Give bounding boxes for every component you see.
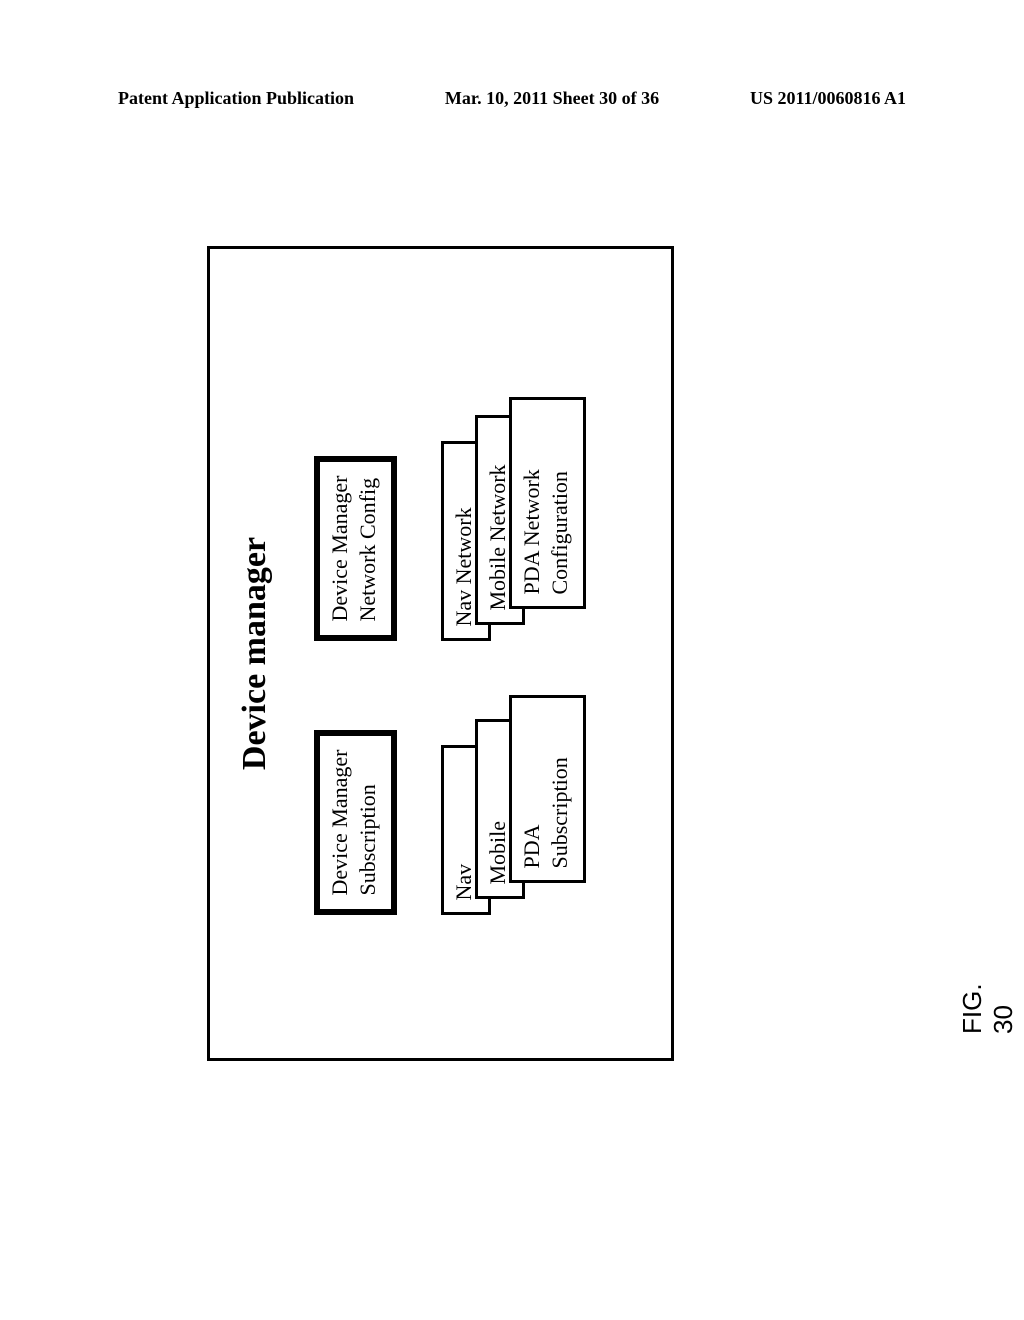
page-header: Patent Application Publication Mar. 10, … [0,88,1024,109]
figure-area: Device manager Device Manager Subscripti… [207,246,674,1061]
network-stack: Nav Network Mobile Network PDA Network C… [441,392,591,642]
pda-subscription-line2: Subscription [546,711,574,869]
dm-subscription-line1: Device Manager [326,750,354,896]
pda-network-line2: Configuration [546,413,574,595]
pda-network-line1: PDA Network [518,413,546,595]
header-center: Mar. 10, 2011 Sheet 30 of 36 [445,88,659,109]
mobile-subscription-label: Mobile [485,821,510,885]
figure-label: FIG. 30 [957,983,1019,1034]
header-right: US 2011/0060816 A1 [750,88,906,109]
diagram-columns: Device Manager Subscription Nav Mobile P… [314,273,591,1034]
dm-subscription-box: Device Manager Subscription [314,730,397,916]
pda-subscription-line1: PDA [518,711,546,869]
pda-network-box: PDA Network Configuration [509,398,586,610]
dm-network-line1: Device Manager [326,476,354,622]
dm-subscription-line2: Subscription [354,750,382,896]
dm-network-config-box: Device Manager Network Config [314,456,397,642]
mobile-network-label: Mobile Network [485,464,510,610]
nav-network-label: Nav Network [451,507,476,626]
diagram-title: Device manager [236,273,274,1034]
subscription-stack: Nav Mobile PDA Subscription [441,696,591,916]
nav-subscription-label: Nav [451,864,476,901]
dm-network-line2: Network Config [354,476,382,622]
left-column: Device Manager Subscription Nav Mobile P… [314,696,591,916]
device-manager-frame: Device manager Device Manager Subscripti… [207,246,674,1061]
right-column: Device Manager Network Config Nav Networ… [314,392,591,642]
header-left: Patent Application Publication [118,88,354,109]
pda-subscription-box: PDA Subscription [509,696,586,884]
